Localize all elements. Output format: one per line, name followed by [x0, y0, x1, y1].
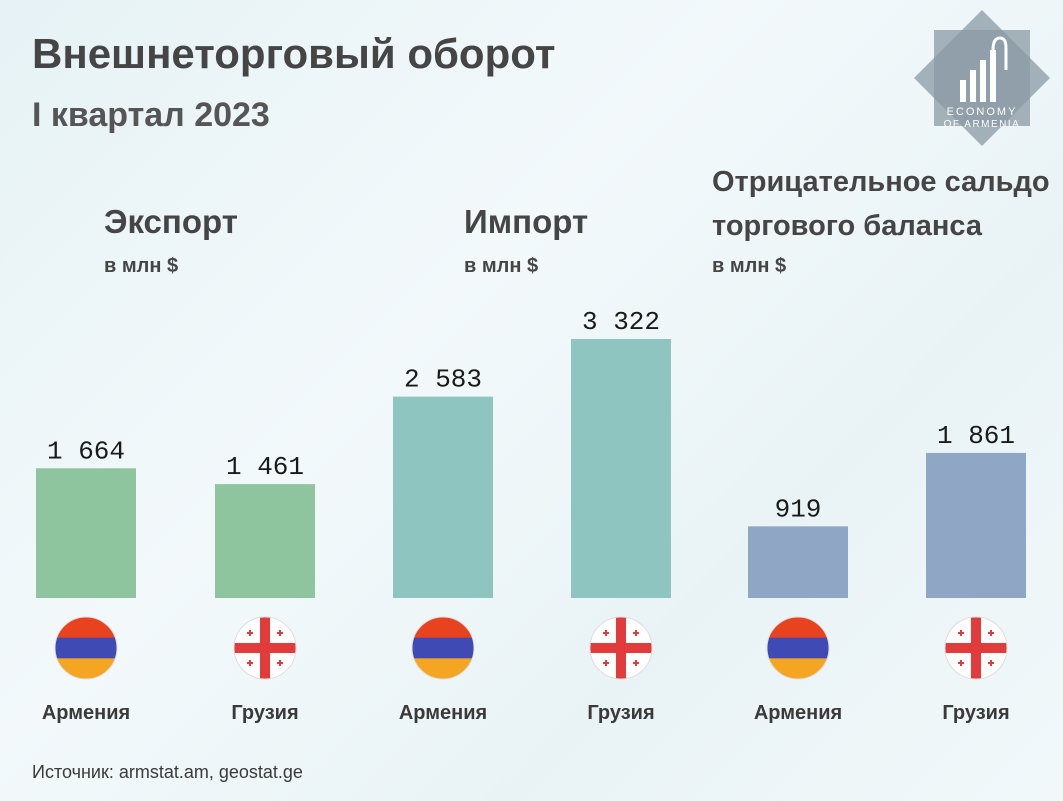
- bar-value-label-0: 1 664: [47, 436, 125, 466]
- country-label-5: Грузия: [942, 702, 1010, 724]
- country-label-4: Армения: [753, 702, 843, 724]
- armenia-flag-icon: [767, 617, 829, 679]
- bar-3: [571, 339, 671, 598]
- export-group-title: Экспорт: [104, 200, 238, 244]
- bar-value-label-3: 3 322: [582, 307, 660, 337]
- georgia-flag-icon: [945, 617, 1007, 679]
- armenia-flag-icon: [412, 617, 474, 679]
- bar-4: [748, 526, 848, 598]
- georgia-flag-icon: [234, 617, 296, 679]
- armenia-flag-icon: [55, 617, 117, 679]
- logo-text-line2: OF ARMENIA: [944, 119, 1021, 130]
- page-title: Внешнеторговый оборот: [32, 30, 556, 77]
- bar-value-label-4: 919: [775, 494, 822, 524]
- balance-group-title: Отрицательное сальдо торгового баланса: [712, 160, 1050, 248]
- bar-value-label-2: 2 583: [404, 365, 482, 395]
- bar-1: [215, 484, 315, 598]
- balance-unit: в млн $: [712, 255, 787, 277]
- import-title-line: Импорт: [464, 203, 589, 240]
- bar-value-label-1: 1 461: [226, 452, 304, 482]
- source-note: Источник: armstat.am, geostat.ge: [32, 762, 303, 782]
- georgia-flag-icon: [590, 617, 652, 679]
- balance-title-line-2: торгового баланса: [712, 210, 983, 242]
- country-label-2: Армения: [398, 702, 488, 724]
- bar-2: [393, 396, 493, 598]
- import-group-title: Импорт: [464, 200, 588, 244]
- country-label-3: Грузия: [587, 702, 655, 724]
- bar-value-label-5: 1 861: [937, 421, 1015, 451]
- logo-text-line1: ECONOMY: [947, 106, 1018, 118]
- country-label-0: Армения: [41, 702, 131, 724]
- bar-5: [926, 452, 1026, 598]
- import-unit: в млн $: [464, 255, 539, 277]
- country-label-1: Грузия: [231, 702, 299, 724]
- economy-of-armenia-logo: ECONOMY OF ARMENIA: [912, 8, 1052, 148]
- balance-title-line-1: Отрицательное сальдо: [712, 166, 1050, 198]
- export-title-line: Экспорт: [104, 203, 238, 240]
- export-unit: в млн $: [104, 255, 179, 277]
- bar-0: [36, 468, 136, 598]
- page-subtitle: I квартал 2023: [32, 96, 270, 134]
